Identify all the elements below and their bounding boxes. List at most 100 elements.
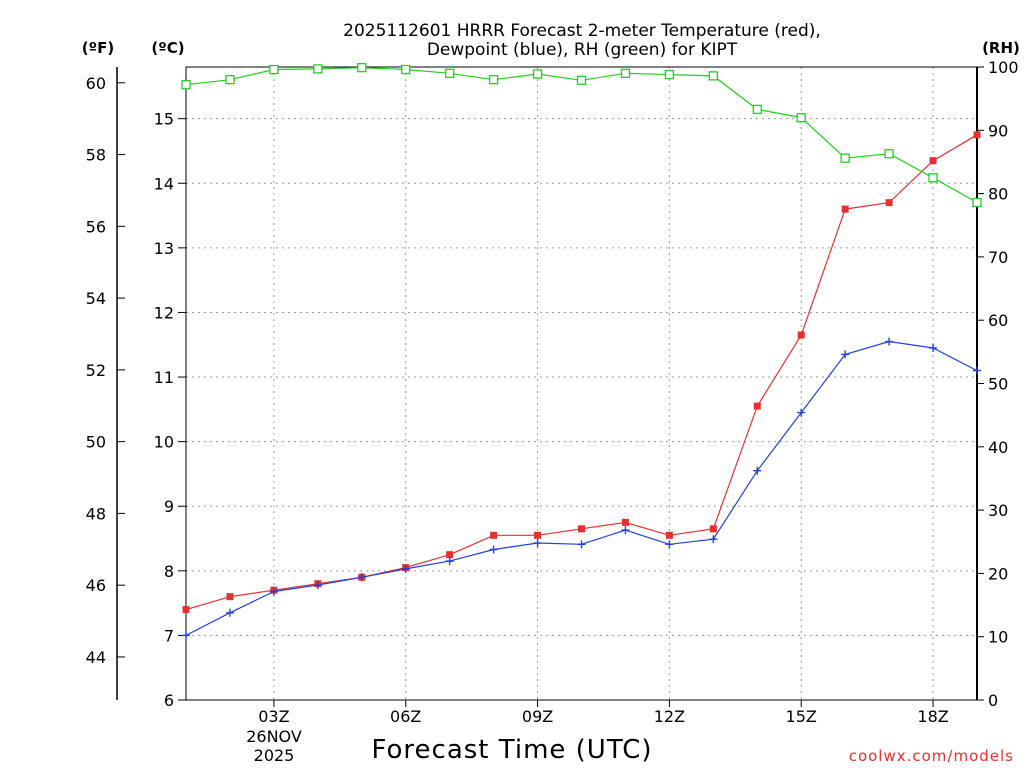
rh-tick-label: 100 — [988, 58, 1019, 77]
rh-point — [357, 62, 367, 73]
rh-tick-label: 60 — [988, 311, 1008, 330]
rh-point — [840, 153, 850, 163]
fahrenheit-tick-label: 60 — [86, 74, 106, 93]
unit-label-rh: (RH) — [982, 39, 1020, 57]
dewpoint-point — [665, 540, 674, 549]
rh-tick-label: 10 — [988, 628, 1008, 647]
dewpoint-point — [182, 631, 190, 640]
temperature-point — [621, 518, 629, 526]
rh-point — [225, 75, 235, 85]
dewpoint-point — [489, 545, 498, 554]
temperature-point — [226, 593, 234, 601]
temperature-point — [709, 525, 717, 533]
temperature-point — [665, 531, 673, 539]
dewpoint-point — [753, 466, 762, 475]
time-tick-label: 03Z — [258, 707, 289, 726]
rh-point — [181, 80, 191, 90]
fahrenheit-tick-label: 46 — [86, 576, 106, 595]
fahrenheit-axis-ticks: 44 46 48 50 52 54 56 58 60 — [86, 74, 125, 667]
fahrenheit-tick-label: 48 — [86, 504, 106, 523]
dewpoint-point — [225, 608, 234, 617]
time-tick-label: 15Z — [786, 707, 817, 726]
rh-point — [972, 197, 982, 208]
rh-tick-label: 30 — [988, 501, 1008, 520]
rh-point — [401, 64, 411, 75]
temperature-point — [797, 331, 805, 339]
celsius-tick-label: 11 — [154, 368, 174, 387]
celsius-tick-label: 9 — [164, 497, 174, 516]
temperature-point — [578, 525, 585, 533]
dewpoint-point — [973, 366, 981, 375]
celsius-tick-label: 14 — [154, 174, 174, 193]
rh-tick-label: 40 — [988, 438, 1008, 457]
dewpoint-point — [357, 573, 366, 582]
celsius-tick-label: 8 — [164, 562, 174, 581]
dewpoint-point — [401, 564, 410, 573]
rh-tick-label: 20 — [988, 564, 1008, 583]
dewpoint-point — [797, 408, 806, 417]
rh-tick-label: 80 — [988, 185, 1008, 204]
rh-point — [664, 69, 675, 80]
dewpoint-point — [929, 343, 938, 352]
time-tick-label: 18Z — [917, 707, 948, 726]
plot-frame — [185, 66, 978, 701]
rh-point — [576, 75, 587, 85]
temperature-line — [185, 134, 978, 611]
temperature-point — [753, 402, 761, 410]
dewpoint-line — [185, 340, 978, 636]
fahrenheit-tick-label: 50 — [86, 433, 106, 452]
rh-point — [313, 64, 323, 74]
rh-point — [708, 71, 718, 81]
rh-point — [445, 68, 455, 78]
rh-point — [928, 173, 938, 183]
celsius-tick-label: 6 — [164, 691, 174, 710]
date-label-day: 26NOV — [246, 727, 302, 746]
time-axis-ticks: 03Z 06Z 09Z 12Z 15Z 18Z — [258, 700, 949, 726]
rh-point — [488, 75, 499, 85]
rh-tick-label: 70 — [988, 248, 1008, 267]
temperature-point — [841, 205, 849, 213]
date-label-year: 2025 — [254, 746, 295, 765]
celsius-tick-label: 7 — [164, 626, 174, 645]
rh-line — [185, 66, 978, 204]
fahrenheit-tick-label: 56 — [86, 217, 106, 236]
celsius-tick-label: 10 — [154, 433, 174, 452]
dewpoint-point — [445, 557, 454, 566]
rh-point — [269, 64, 279, 75]
chart-title-line2: Dewpoint (blue), RH (green) for KIPT — [427, 40, 738, 60]
fahrenheit-tick-label: 58 — [86, 146, 106, 165]
fahrenheit-tick-label: 54 — [86, 289, 106, 308]
rh-point — [532, 69, 543, 79]
dewpoint-point — [577, 540, 586, 549]
temperature-point — [182, 606, 190, 614]
time-tick-label: 09Z — [522, 707, 553, 726]
rh-point — [796, 112, 806, 123]
celsius-tick-label: 13 — [154, 239, 174, 258]
temperature-point — [973, 131, 981, 139]
temperature-point — [534, 531, 542, 539]
data-series — [181, 62, 982, 640]
x-axis-title: Forecast Time (UTC) — [371, 735, 652, 765]
unit-label-fahrenheit: (ºF) — [82, 39, 114, 57]
dewpoint-point — [841, 350, 850, 359]
temperature-point — [929, 157, 937, 165]
fahrenheit-tick-label: 44 — [86, 648, 106, 667]
rh-tick-label: 50 — [988, 375, 1008, 394]
dewpoint-point — [709, 535, 718, 544]
watermark-text: coolwx.com/models — [849, 747, 1014, 765]
rh-axis-ticks: 0 10 20 30 40 50 60 70 80 90 100 — [977, 58, 1019, 710]
rh-point — [620, 68, 631, 78]
dewpoint-point — [533, 539, 542, 548]
dewpoint-point — [621, 526, 630, 535]
rh-point — [884, 149, 894, 159]
unit-label-celsius: (ºC) — [151, 39, 184, 57]
celsius-axis-ticks: 6 7 8 9 10 11 12 13 14 15 — [154, 110, 186, 710]
grid-lines — [186, 67, 977, 700]
dewpoint-point — [313, 581, 322, 590]
chart-title-line1: 2025112601 HRRR Forecast 2-meter Tempera… — [343, 21, 821, 41]
temperature-point — [885, 199, 893, 207]
time-tick-label: 12Z — [654, 707, 685, 726]
dewpoint-point — [269, 587, 278, 596]
rh-point — [752, 104, 762, 115]
